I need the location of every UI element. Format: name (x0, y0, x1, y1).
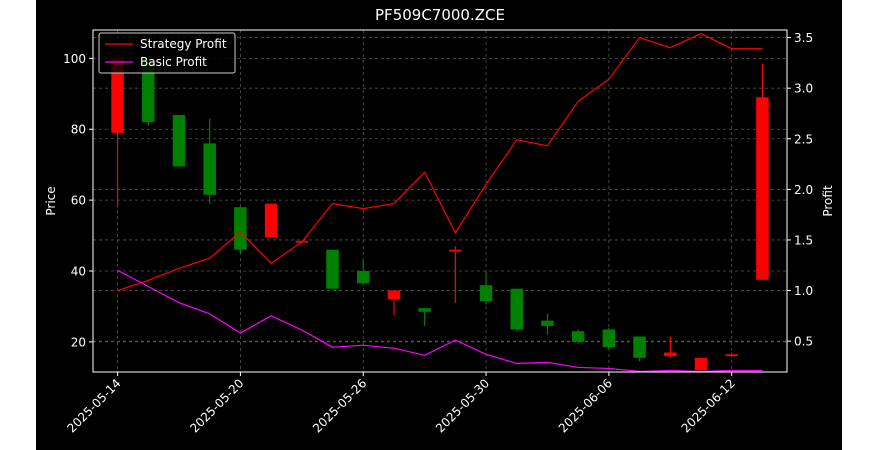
candle-body-9 (387, 290, 401, 300)
candle-body-15 (571, 331, 585, 342)
left-tick-label: 60 (71, 194, 86, 208)
left-tick-label: 80 (71, 123, 86, 137)
legend-label-strategy: Strategy Profit (140, 37, 227, 51)
right-tick-label: 0.5 (794, 335, 813, 349)
candle-body-4 (234, 207, 247, 250)
candle-body-8 (356, 270, 370, 284)
legend: Strategy Profit Basic Profit (98, 32, 236, 74)
basic-profit-line (117, 269, 763, 373)
candle-body-10 (418, 308, 431, 312)
figure-background (36, 0, 842, 450)
candle-body-19 (694, 357, 708, 371)
left-tick-label: 100 (63, 52, 86, 66)
candle-body-21 (756, 97, 769, 280)
chart-title: PF509C7000.ZCE (375, 6, 505, 24)
right-tick-label: 1.0 (794, 284, 813, 298)
right-tick-label: 1.5 (794, 233, 813, 247)
right-tick-label: 2.0 (794, 183, 813, 197)
candle-body-11 (449, 249, 462, 252)
left-tick-label: 40 (71, 264, 86, 278)
candle-body-18 (664, 352, 677, 357)
candles (111, 58, 769, 371)
left-axis-label: Price (44, 186, 58, 215)
profit-lines (117, 32, 763, 373)
right-axis-label: Profit (821, 185, 835, 217)
candle-body-16 (602, 329, 616, 348)
candle-body-20 (725, 354, 738, 357)
candle-body-1 (142, 58, 155, 123)
plot-frame (92, 29, 788, 373)
legend-label-basic: Basic Profit (140, 55, 207, 69)
left-tick-label: 20 (71, 335, 86, 349)
candle-body-13 (510, 288, 524, 330)
candle-body-7 (326, 249, 339, 289)
legend-box (98, 32, 236, 74)
left-axis-ticks: 20 40 60 80 100 (63, 52, 93, 349)
candle-body-0 (111, 58, 124, 133)
right-tick-label: 2.5 (794, 132, 813, 146)
right-tick-label: 3.5 (794, 31, 813, 45)
candle-body-2 (172, 115, 186, 167)
right-axis-ticks: 0.5 1.0 1.5 2.0 2.5 3.0 3.5 (787, 31, 813, 349)
candle-body-14 (541, 320, 554, 326)
candle-body-5 (264, 203, 278, 238)
candle-body-12 (479, 285, 493, 302)
candle-body-17 (633, 336, 646, 358)
candle-body-3 (203, 143, 216, 195)
strategy-profit-line (117, 32, 763, 292)
right-tick-label: 3.0 (794, 82, 813, 96)
